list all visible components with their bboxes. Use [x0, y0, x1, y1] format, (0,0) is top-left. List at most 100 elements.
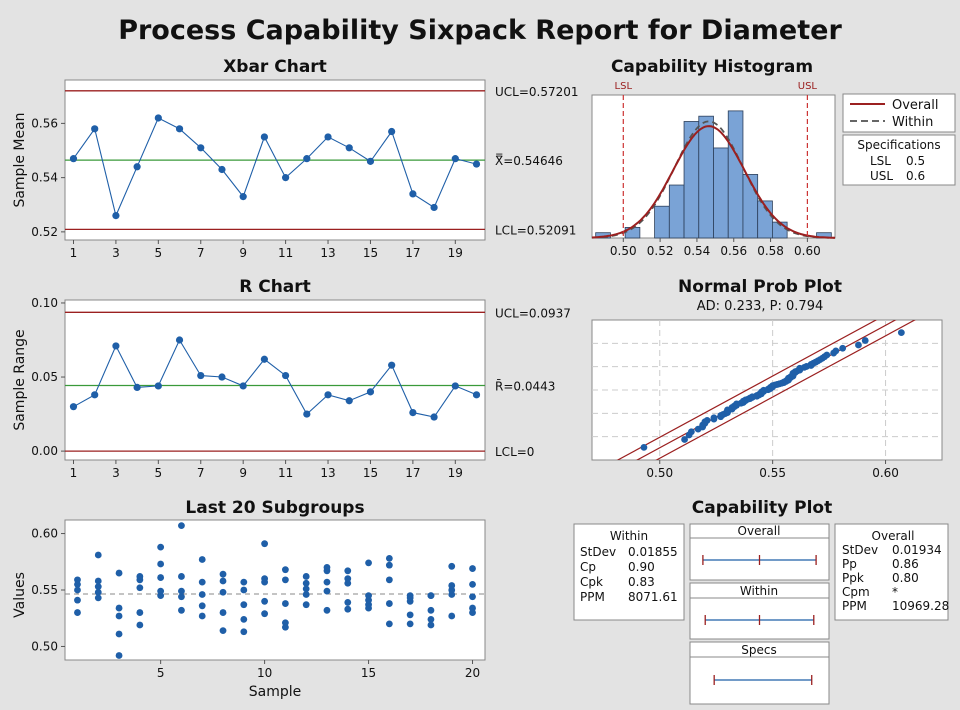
r-chart: R Chart Sample Range UCL=0.0937 R̄=0.0443…	[12, 277, 571, 480]
spec-usl-value: 0.6	[906, 169, 925, 183]
subgroup-point	[427, 606, 435, 614]
r-y-tick-label: 0.05	[31, 370, 58, 384]
subgroup-point	[427, 621, 435, 629]
xbar-point	[112, 211, 120, 220]
overall-stat-value: 0.01934	[892, 543, 942, 557]
normal-plot-point	[681, 436, 688, 443]
within-stats-box: Within StDev 0.01855 Cp 0.90 Cpk 0.83 PP…	[573, 523, 685, 621]
subgroup-point	[74, 609, 81, 616]
r-point	[260, 355, 268, 363]
normal-plot-title: Normal Prob Plot	[678, 277, 842, 297]
subgroup-point	[344, 605, 352, 613]
xbar-x-tick-label: 15	[363, 246, 378, 260]
xbar-x-tick-label: 7	[197, 246, 205, 260]
xbar-point	[197, 144, 205, 152]
subgroup-point	[198, 602, 206, 610]
xbar-point	[303, 155, 311, 163]
r-x-tick-label: 17	[405, 466, 420, 480]
normal-plot-point	[823, 351, 831, 359]
r-point	[69, 403, 78, 411]
subgroup-point	[219, 577, 227, 585]
subgroup-point	[74, 576, 81, 584]
histogram-bar	[713, 147, 729, 239]
xbar-point	[260, 133, 268, 141]
normal-plot-x-tick-label: 0.60	[872, 466, 899, 480]
normal-plot-point	[897, 329, 905, 337]
within-stat-value: 0.01855	[628, 545, 678, 559]
subgroup-point	[427, 615, 435, 623]
histogram-x-tick-label: 0.52	[647, 244, 674, 258]
xbar-x-tick-label: 1	[70, 246, 78, 260]
subgroup-point	[448, 582, 456, 589]
subgroup-point	[344, 575, 352, 583]
histogram-bar	[698, 115, 714, 239]
normal-plot-point	[861, 337, 869, 344]
histogram-x-tick-label: 0.54	[684, 244, 711, 258]
r-ucl-label: UCL=0.0937	[495, 306, 571, 320]
subgroup-point	[302, 585, 310, 593]
subgroups-x-axis-label: Sample	[249, 684, 302, 700]
subgroup-point	[281, 600, 289, 607]
subgroup-point	[406, 620, 414, 628]
xbar-chart-title: Xbar Chart	[223, 57, 327, 77]
subgroup-point	[136, 609, 144, 616]
overall-stat-name: Ppk	[842, 571, 864, 585]
histogram-x-tick-label: 0.56	[720, 244, 747, 258]
spec-lsl-value: 0.5	[906, 154, 925, 168]
subgroup-point	[198, 591, 206, 598]
r-chart-title: R Chart	[239, 277, 311, 297]
xbar-point	[472, 160, 481, 168]
xbar-point	[282, 174, 290, 182]
subgroup-point	[385, 576, 393, 584]
overall-stat-name: Pp	[842, 557, 857, 571]
histogram-x-tick-label: 0.50	[610, 244, 637, 258]
subgroup-point	[94, 588, 102, 596]
normal-plot-point	[710, 414, 718, 422]
subgroup-point	[240, 628, 248, 636]
xbar-point	[366, 157, 375, 165]
capability-within-label: Within	[740, 584, 778, 598]
capability-specs-panel: Specs	[689, 641, 830, 705]
subgroup-point	[178, 522, 185, 530]
subgroup-point	[136, 621, 144, 629]
subgroup-point	[323, 606, 331, 614]
r-point	[154, 382, 162, 390]
r-point	[388, 361, 396, 369]
xbar-y-tick-label: 0.56	[31, 116, 58, 130]
r-x-tick-label: 7	[197, 466, 205, 480]
subgroups-y-tick-label: 0.55	[31, 583, 58, 597]
r-point	[303, 410, 311, 418]
within-stat-value: 0.83	[628, 575, 655, 589]
subgroup-point	[198, 612, 206, 620]
subgroup-point	[178, 573, 185, 580]
r-lcl-label: LCL=0	[495, 445, 534, 459]
subgroup-point	[136, 573, 144, 580]
normal-plot-point	[832, 347, 840, 355]
normal-ci-lower-line	[655, 320, 916, 460]
r-x-tick-label: 5	[155, 466, 163, 480]
subgroup-point	[344, 599, 352, 606]
r-y-axis-label: Sample Range	[12, 329, 28, 430]
r-x-tick-label: 15	[363, 466, 378, 480]
lsl-label: LSL	[615, 81, 633, 92]
r-x-tick-label: 11	[278, 466, 293, 480]
subgroup-point	[469, 604, 476, 612]
subgroups-x-tick-label: 20	[465, 666, 480, 680]
spec-usl-name: USL	[870, 169, 893, 183]
normal-plot-subtitle: AD: 0.233, P: 0.794	[697, 299, 823, 314]
subgroup-point	[261, 575, 269, 583]
r-point	[366, 388, 375, 396]
subgroups-x-tick-label: 10	[257, 666, 272, 680]
r-point	[430, 413, 438, 421]
subgroups-y-axis-label: Values	[12, 572, 28, 618]
r-x-tick-label: 9	[239, 466, 247, 480]
subgroups-y-tick-label: 0.60	[31, 527, 58, 541]
subgroup-point	[448, 562, 456, 570]
capability-overall-label: Overall	[738, 524, 781, 538]
subgroup-point	[157, 587, 165, 595]
subgroup-point	[302, 591, 310, 598]
xbar-x-tick-label: 9	[239, 246, 247, 260]
subgroup-point	[261, 610, 269, 618]
xbar-lcl-label: LCL=0.52091	[495, 223, 576, 237]
